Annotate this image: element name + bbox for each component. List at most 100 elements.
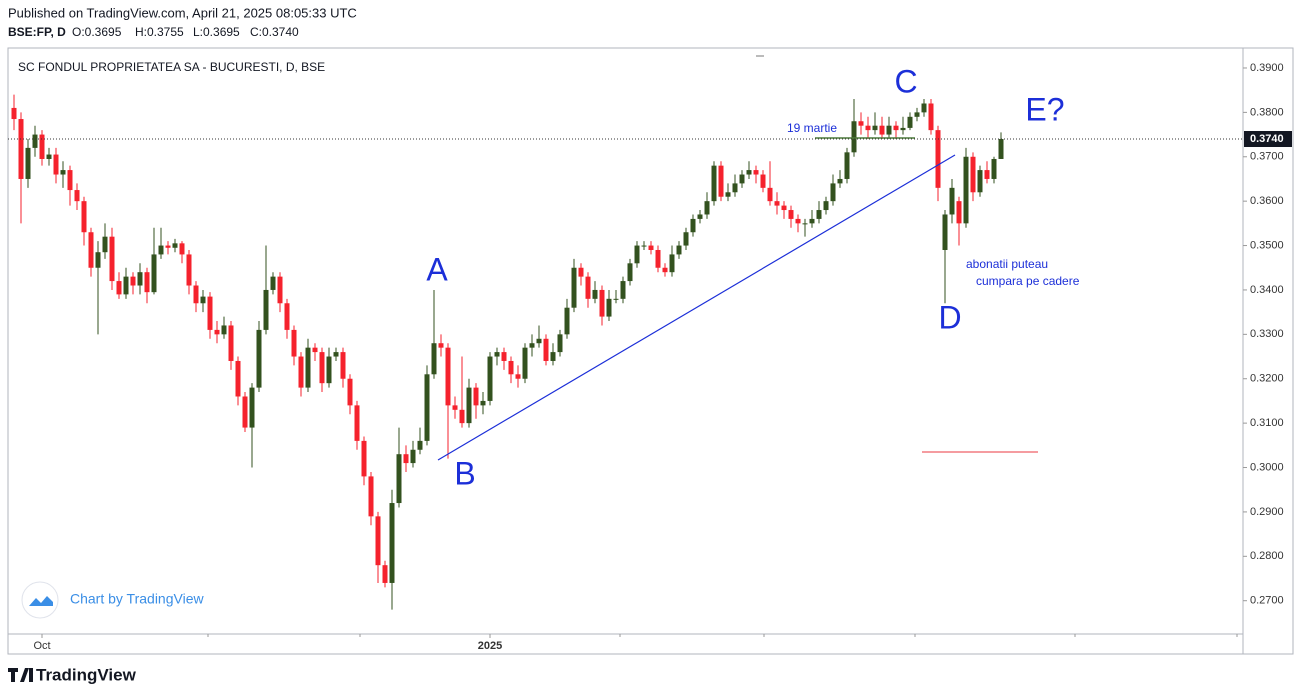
candle-body	[823, 201, 829, 211]
y-tick-label: 0.3000	[1250, 461, 1284, 473]
candle-body	[46, 154, 52, 159]
candle-body	[725, 192, 731, 197]
wave-label: B	[454, 455, 475, 491]
brand-logo	[8, 668, 33, 682]
candle-body	[585, 276, 591, 299]
candle-body	[375, 516, 381, 566]
candle-body	[277, 276, 283, 304]
candle-body	[998, 139, 1004, 159]
candle-body	[578, 267, 584, 277]
candle-body	[690, 218, 696, 233]
candle-body	[186, 254, 192, 286]
y-tick-label: 0.3300	[1250, 328, 1284, 340]
note: cumpara pe cadere	[976, 274, 1080, 288]
candle-body	[718, 165, 724, 197]
candle-body	[144, 272, 150, 293]
candle-body	[284, 303, 290, 330]
candle-body	[102, 236, 108, 253]
note: abonatii puteau	[966, 257, 1048, 271]
marks	[11, 94, 1004, 610]
close: C:0.3740	[250, 25, 299, 39]
candle-body	[305, 347, 311, 388]
watermark-logo-icon	[29, 596, 53, 606]
candle-body	[39, 134, 45, 159]
candle-body	[942, 214, 948, 250]
y-tick-label: 0.3900	[1250, 62, 1284, 74]
candle-body	[298, 356, 304, 388]
candle-body	[928, 103, 934, 131]
candle-body	[382, 565, 388, 583]
candle-body	[907, 116, 913, 128]
y-tick-label: 0.3100	[1250, 417, 1284, 429]
candle-body	[669, 254, 675, 273]
candle-body	[25, 147, 31, 179]
candle-body	[228, 325, 234, 361]
candle-body	[851, 121, 857, 153]
trendline	[437, 154, 956, 461]
candle-body	[389, 503, 395, 583]
candle-body	[522, 347, 528, 379]
candle-body	[347, 378, 353, 406]
candle-body	[550, 352, 556, 361]
candle-body	[655, 249, 661, 268]
candle-body	[130, 276, 136, 286]
candle-body	[18, 119, 24, 179]
candle-body	[767, 187, 773, 202]
candle-body	[732, 183, 738, 193]
candle-body	[95, 252, 101, 268]
candle-body	[473, 387, 479, 406]
candle-body	[494, 352, 500, 357]
candle-body	[424, 374, 430, 441]
candle-body	[634, 245, 640, 264]
candle-body	[697, 214, 703, 219]
candle-body	[963, 156, 969, 224]
candle-body	[368, 476, 374, 517]
candle-body	[431, 343, 437, 375]
candle-body	[844, 152, 850, 179]
candle-body	[354, 405, 360, 441]
time-ticks	[207, 634, 1238, 637]
candle-body	[81, 201, 87, 233]
candle-body	[753, 170, 759, 175]
candle-body	[466, 387, 472, 424]
candle-body	[396, 454, 402, 504]
candle-body	[641, 245, 647, 247]
candle-body	[620, 281, 626, 299]
candle-body	[270, 276, 276, 290]
candle-body	[123, 276, 129, 295]
wave-label: C	[894, 63, 917, 99]
candle-body	[704, 201, 710, 215]
note: 19 martie	[787, 121, 837, 135]
candle-body	[459, 409, 465, 424]
candle-body	[137, 272, 143, 286]
candle-body	[340, 352, 346, 379]
candle-body	[676, 245, 682, 255]
chart-title: SC FONDUL PROPRIETATEA SA - BUCURESTI, D…	[18, 60, 325, 74]
candle-body	[291, 329, 297, 357]
candle-body	[662, 267, 668, 273]
candle-body	[452, 405, 458, 410]
y-tick-label: 0.2900	[1250, 506, 1284, 518]
open: O:0.3695	[72, 25, 122, 39]
wave-label: E?	[1025, 91, 1064, 127]
brand: TradingView	[36, 665, 137, 684]
candle-body	[760, 174, 766, 188]
candle-body	[991, 158, 997, 179]
last-price-label: 0.3740	[1250, 133, 1284, 145]
candle-body	[599, 289, 605, 317]
candle-body	[956, 201, 962, 224]
candle-body	[809, 218, 815, 224]
candle-body	[536, 338, 542, 344]
candle-body	[592, 289, 598, 299]
candle-body	[333, 352, 339, 357]
candle-body	[242, 396, 248, 428]
x-tick-label: 2025	[478, 640, 502, 652]
candle-body	[312, 347, 318, 353]
candle-body	[88, 232, 94, 268]
candle-body	[410, 449, 416, 464]
candle-body	[480, 400, 486, 406]
candle-body	[326, 356, 332, 384]
candle-body	[872, 125, 878, 131]
candle-body	[739, 174, 745, 184]
candle-body	[557, 334, 563, 353]
